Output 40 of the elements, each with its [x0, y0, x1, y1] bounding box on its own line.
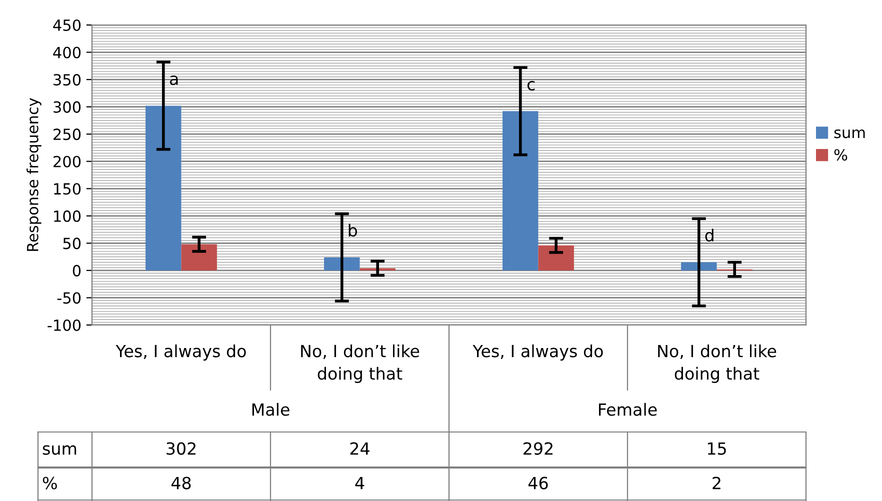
- y-tick-label: 100: [54, 210, 81, 222]
- y-tick-label: -50: [57, 292, 81, 304]
- y-tick-label: 400: [53, 46, 81, 58]
- y-tick-label: 300: [54, 101, 81, 113]
- x-tick-label: Yes, I always do: [116, 344, 246, 361]
- data-label: 2: [712, 476, 720, 490]
- legend-label: sum: [834, 129, 865, 138]
- y-tick-label: 250: [54, 128, 81, 140]
- annotation: c: [527, 80, 535, 90]
- text: Female: [599, 402, 657, 416]
- legend-label: %: [834, 149, 848, 161]
- y-tick-label: 50: [63, 238, 81, 250]
- bar: [146, 106, 182, 270]
- x-tick-label: No, I don’t like doing that: [301, 344, 420, 384]
- data-label: 15: [708, 442, 726, 455]
- text: %: [42, 476, 57, 490]
- data-label: 302: [166, 442, 196, 455]
- y-tick-label: -100: [48, 319, 81, 332]
- data-label: 48: [171, 476, 191, 490]
- bar: [502, 111, 538, 270]
- data-label: 292: [524, 442, 552, 455]
- annotation: b: [348, 224, 357, 237]
- x-tick-label: Yes, I always do: [472, 344, 603, 361]
- x-tick-label: No, I don’t like doing that: [658, 344, 776, 384]
- data-label: 4: [355, 476, 364, 490]
- text: Male: [252, 402, 290, 416]
- bar: [181, 244, 217, 270]
- data-label: 46: [528, 476, 548, 490]
- text: sum: [42, 445, 76, 455]
- bar: [538, 245, 574, 270]
- y-tick-label: 0: [72, 264, 81, 276]
- annotation: a: [170, 75, 178, 86]
- data-label: 24: [350, 442, 370, 455]
- bar: [324, 257, 360, 270]
- annotation: d: [705, 228, 714, 242]
- y-tick-label: 350: [54, 74, 81, 86]
- y-tick-label: 450: [53, 19, 81, 32]
- y-tick-label: 200: [54, 156, 81, 168]
- y-tick-label: 150: [54, 183, 81, 195]
- y-axis-title: Response frequency: [26, 98, 42, 251]
